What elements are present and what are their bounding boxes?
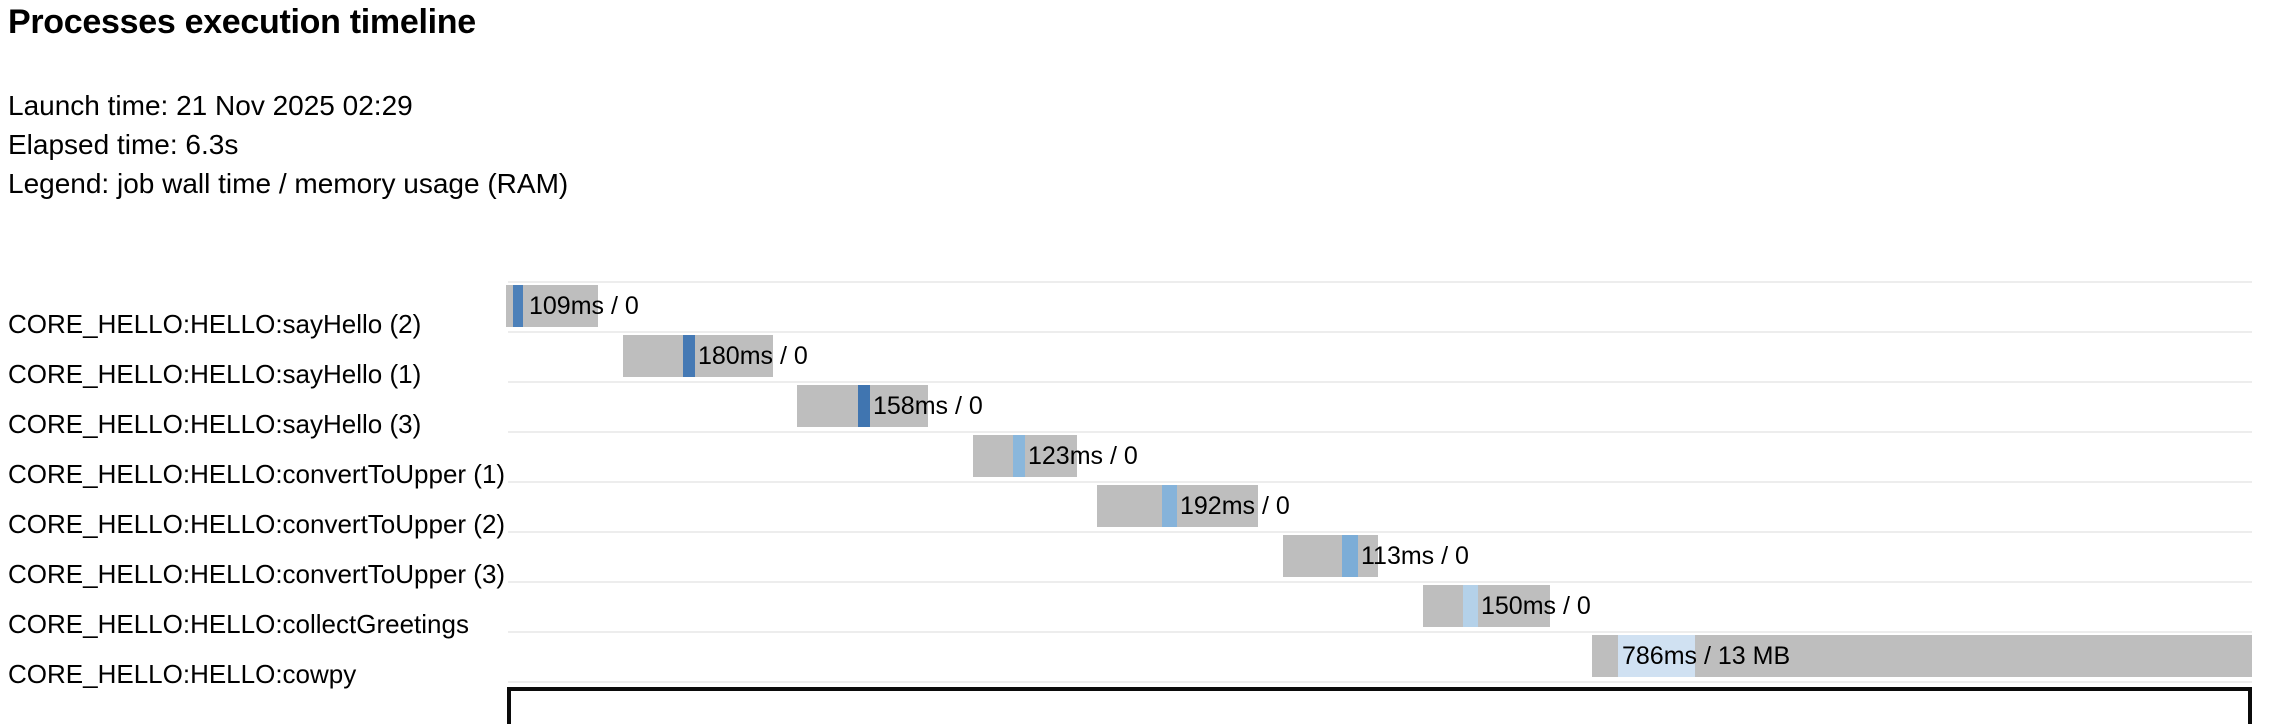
row-gridline bbox=[508, 531, 2252, 533]
task-run-slice bbox=[513, 285, 523, 327]
task-bar-label: 150ms / 0 bbox=[1481, 592, 1591, 620]
task-bar[interactable]: 109ms / 0 bbox=[506, 285, 639, 327]
launch-time-text: Launch time: 21 Nov 2025 02:29 bbox=[8, 90, 413, 121]
task-bar-label: 192ms / 0 bbox=[1180, 492, 1290, 520]
task-run-slice bbox=[1463, 585, 1478, 627]
task-run-slice bbox=[1162, 485, 1177, 527]
process-label: CORE_HELLO:HELLO:sayHello (3) bbox=[8, 409, 422, 439]
task-bar[interactable]: 786ms / 13 MB bbox=[1592, 635, 2252, 677]
process-label: CORE_HELLO:HELLO:convertToUpper (1) bbox=[8, 459, 506, 489]
timeline-row: CORE_HELLO:HELLO:convertToUpper (1) 123m… bbox=[0, 431, 2284, 487]
page-title: Processes execution timeline bbox=[8, 3, 476, 41]
task-run-slice bbox=[1342, 535, 1358, 577]
timeline-row: CORE_HELLO:HELLO:sayHello (1) 180ms / 0 bbox=[0, 331, 2284, 387]
task-bar-label: 113ms / 0 bbox=[1361, 542, 1469, 570]
timeline-row: CORE_HELLO:HELLO:convertToUpper (2) 192m… bbox=[0, 481, 2284, 537]
timeline-row: CORE_HELLO:HELLO:sayHello (3) 158ms / 0 bbox=[0, 381, 2284, 437]
task-bar[interactable]: 180ms / 0 bbox=[623, 335, 808, 377]
row-gridline bbox=[508, 381, 2252, 383]
elapsed-time-text: Elapsed time: 6.3s bbox=[8, 129, 239, 160]
timeline-row: CORE_HELLO:HELLO:sayHello (2) 109ms / 0 bbox=[0, 281, 2284, 337]
timeline-row: CORE_HELLO:HELLO:cowpy 786ms / 13 MB bbox=[0, 631, 2284, 687]
task-run-slice bbox=[683, 335, 695, 377]
task-bar-label: 123ms / 0 bbox=[1028, 442, 1138, 470]
process-label: CORE_HELLO:HELLO:convertToUpper (2) bbox=[8, 509, 506, 539]
task-run-slice bbox=[1013, 435, 1025, 477]
timeline-row: CORE_HELLO:HELLO:collectGreetings 150ms … bbox=[0, 581, 2284, 637]
bottom-panel-box bbox=[507, 687, 2252, 724]
task-bar[interactable]: 150ms / 0 bbox=[1423, 585, 1591, 627]
process-label: CORE_HELLO:HELLO:sayHello (2) bbox=[8, 309, 422, 339]
task-bar-label: 109ms / 0 bbox=[529, 292, 639, 320]
process-label: CORE_HELLO:HELLO:collectGreetings bbox=[8, 609, 469, 639]
task-bar-label: 158ms / 0 bbox=[873, 392, 983, 420]
process-label: CORE_HELLO:HELLO:cowpy bbox=[8, 659, 357, 689]
row-gridline bbox=[508, 481, 2252, 483]
row-gridline bbox=[508, 331, 2252, 333]
timeline-chart: CORE_HELLO:HELLO:sayHello (2) 109ms / 0 … bbox=[0, 281, 2284, 687]
process-label: CORE_HELLO:HELLO:convertToUpper (3) bbox=[8, 559, 506, 589]
task-bar[interactable]: 113ms / 0 bbox=[1283, 535, 1469, 577]
task-run-slice bbox=[858, 385, 870, 427]
process-label: CORE_HELLO:HELLO:sayHello (1) bbox=[8, 359, 422, 389]
task-bar[interactable]: 158ms / 0 bbox=[797, 385, 983, 427]
timeline-row: CORE_HELLO:HELLO:convertToUpper (3) 113m… bbox=[0, 531, 2284, 587]
row-gridline bbox=[508, 681, 2252, 683]
row-gridline bbox=[508, 281, 2252, 283]
row-gridline bbox=[508, 431, 2252, 433]
legend-text: Legend: job wall time / memory usage (RA… bbox=[8, 168, 569, 199]
task-run-slice bbox=[1618, 635, 1695, 677]
row-gridline bbox=[508, 631, 2252, 633]
task-bar[interactable]: 192ms / 0 bbox=[1097, 485, 1290, 527]
task-bar-label: 786ms / 13 MB bbox=[1622, 642, 1791, 670]
report-meta: Launch time: 21 Nov 2025 02:29 Elapsed t… bbox=[8, 86, 568, 203]
row-gridline bbox=[508, 581, 2252, 583]
task-bar[interactable]: 123ms / 0 bbox=[973, 435, 1138, 477]
task-bar-label: 180ms / 0 bbox=[698, 342, 808, 370]
